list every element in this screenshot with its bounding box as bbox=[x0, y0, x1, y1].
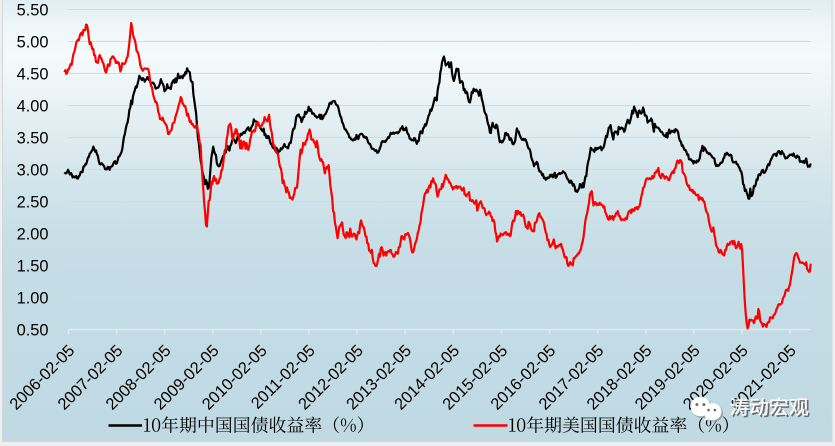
svg-text:5.00: 5.00 bbox=[17, 33, 49, 51]
svg-text:2.00: 2.00 bbox=[17, 225, 49, 243]
svg-text:1.50: 1.50 bbox=[17, 257, 49, 275]
svg-text:5.50: 5.50 bbox=[17, 1, 49, 19]
svg-text:3.00: 3.00 bbox=[17, 161, 49, 179]
svg-text:0.50: 0.50 bbox=[17, 321, 49, 339]
svg-text:1.00: 1.00 bbox=[17, 289, 49, 307]
svg-text:3.50: 3.50 bbox=[17, 129, 49, 147]
svg-text:2.50: 2.50 bbox=[17, 193, 49, 211]
svg-text:4.50: 4.50 bbox=[17, 65, 49, 83]
svg-text:4.00: 4.00 bbox=[17, 97, 49, 115]
